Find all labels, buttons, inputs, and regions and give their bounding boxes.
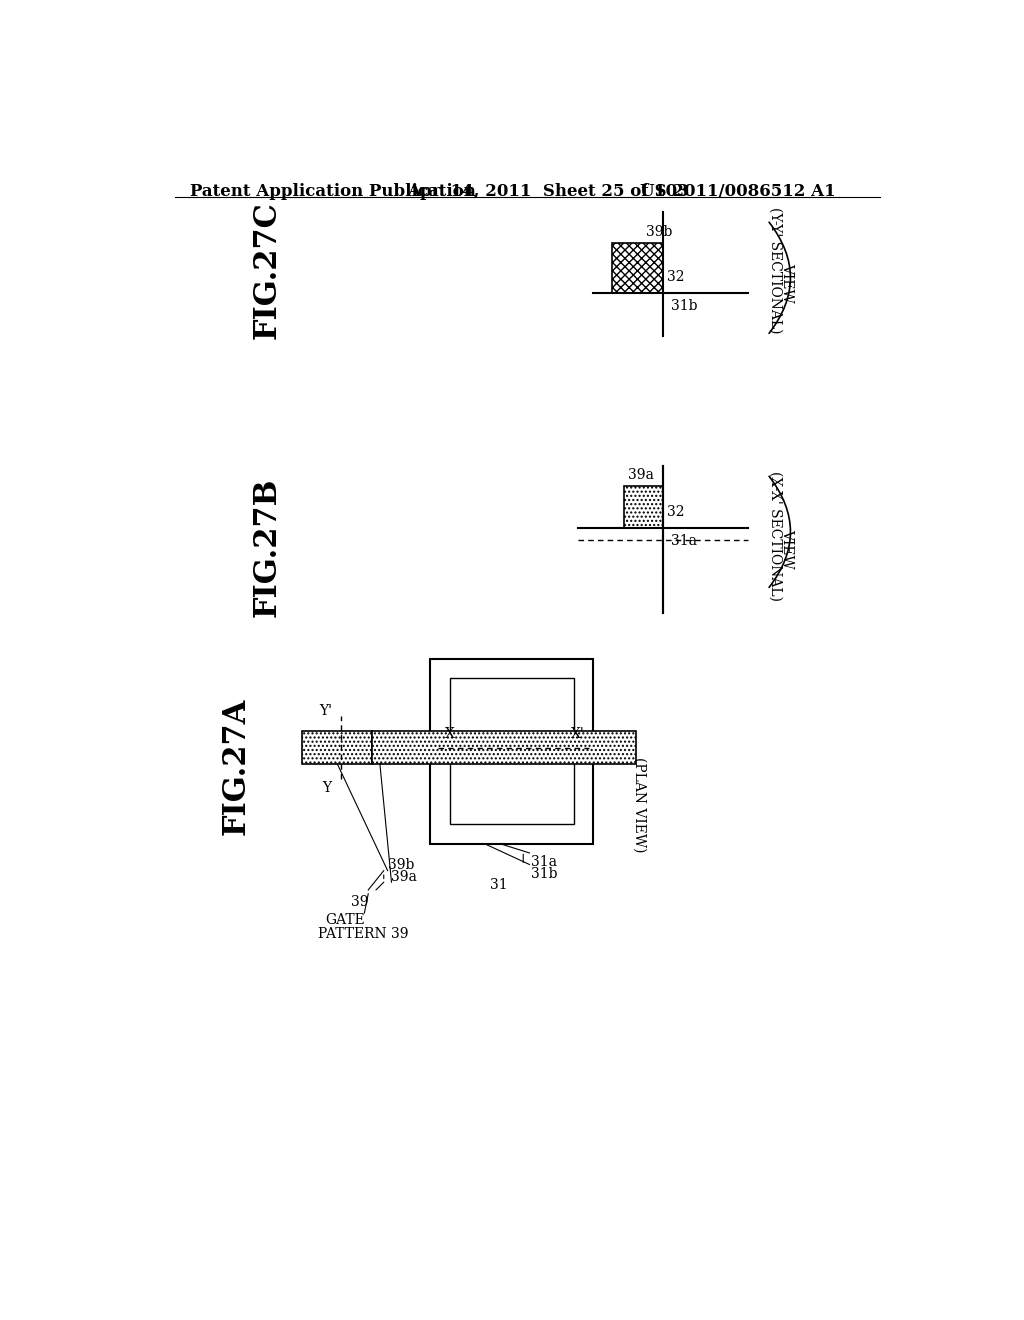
Text: (PLAN VIEW): (PLAN VIEW) xyxy=(633,758,646,853)
Text: Patent Application Publication: Patent Application Publication xyxy=(190,183,476,201)
Text: Y: Y xyxy=(323,780,332,795)
Text: Y': Y' xyxy=(318,704,332,718)
Text: 39a: 39a xyxy=(628,467,653,482)
Text: US 2011/0086512 A1: US 2011/0086512 A1 xyxy=(640,183,836,201)
Text: 31: 31 xyxy=(490,878,508,892)
Text: 31b: 31b xyxy=(531,867,557,880)
Bar xyxy=(612,243,663,293)
Text: 31a: 31a xyxy=(531,855,557,870)
Text: (X-X' SECTIONAL): (X-X' SECTIONAL) xyxy=(768,471,782,601)
Text: FIG.27A: FIG.27A xyxy=(221,698,252,836)
Text: FIG.27C: FIG.27C xyxy=(252,201,283,339)
Text: 39: 39 xyxy=(351,895,369,909)
Text: 39b: 39b xyxy=(646,226,672,239)
Text: 31a: 31a xyxy=(671,535,696,548)
Text: (Y-Y' SECTIONAL): (Y-Y' SECTIONAL) xyxy=(768,207,782,334)
Text: FIG.27B: FIG.27B xyxy=(252,478,283,616)
Text: X': X' xyxy=(570,727,585,742)
Bar xyxy=(430,659,593,843)
Bar xyxy=(302,731,372,764)
Bar xyxy=(624,486,663,528)
Text: 39b: 39b xyxy=(388,858,414,873)
Text: 32: 32 xyxy=(667,504,684,519)
Bar xyxy=(372,731,636,764)
Text: GATE: GATE xyxy=(326,913,366,927)
Text: 31b: 31b xyxy=(671,300,697,313)
Text: 39a: 39a xyxy=(391,870,418,884)
Text: Apr. 14, 2011  Sheet 25 of 103: Apr. 14, 2011 Sheet 25 of 103 xyxy=(407,183,689,201)
Text: X: X xyxy=(444,727,455,742)
Text: VIEW: VIEW xyxy=(779,529,794,569)
Text: PATTERN 39: PATTERN 39 xyxy=(317,927,409,941)
Text: VIEW: VIEW xyxy=(779,263,794,304)
Text: 32: 32 xyxy=(667,269,684,284)
Bar xyxy=(450,678,573,825)
